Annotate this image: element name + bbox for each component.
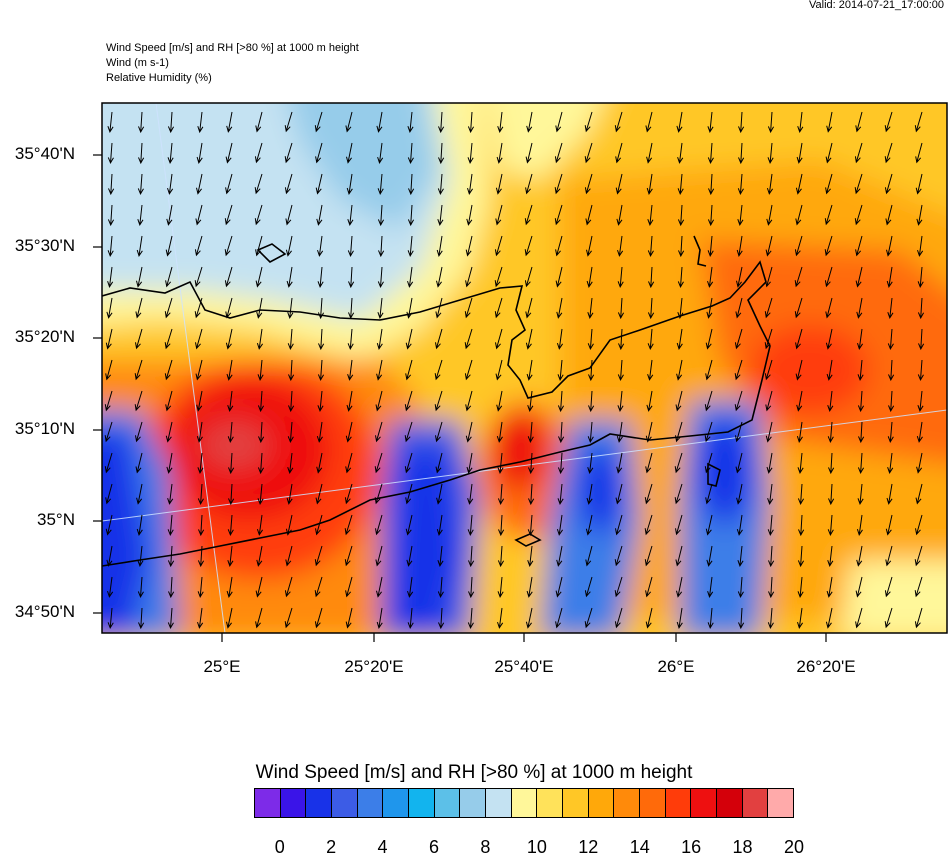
legend-swatch <box>255 789 281 817</box>
legend-swatch <box>743 789 769 817</box>
legend-swatch <box>486 789 512 817</box>
legend-swatch <box>717 789 743 817</box>
legend-tick-label: 2 <box>326 837 336 858</box>
legend-swatch <box>563 789 589 817</box>
lon-label: 26°E <box>657 657 694 677</box>
legend-swatch <box>614 789 640 817</box>
lat-label: 35°N <box>0 510 75 530</box>
lon-label: 25°20'E <box>344 657 403 677</box>
legend-swatch <box>358 789 384 817</box>
legend-swatch <box>691 789 717 817</box>
lat-label: 35°40'N <box>0 144 75 164</box>
legend-title: Wind Speed [m/s] and RH [>80 %] at 1000 … <box>0 762 948 784</box>
color-legend <box>254 788 794 818</box>
legend-swatch <box>666 789 692 817</box>
legend-tick-label: 14 <box>630 837 650 858</box>
legend-tick-label: 10 <box>527 837 547 858</box>
legend-tick-label: 6 <box>429 837 439 858</box>
lon-label: 26°20'E <box>796 657 855 677</box>
lon-label: 25°E <box>203 657 240 677</box>
legend-tick-label: 16 <box>681 837 701 858</box>
lat-label: 34°50'N <box>0 602 75 622</box>
legend-tick-label: 4 <box>378 837 388 858</box>
legend-swatch <box>589 789 615 817</box>
legend-swatch <box>512 789 538 817</box>
legend-tick-label: 20 <box>784 837 804 858</box>
legend-swatch <box>332 789 358 817</box>
lat-label: 35°20'N <box>0 327 75 347</box>
legend-tick-label: 18 <box>733 837 753 858</box>
legend-tick-label: 0 <box>275 837 285 858</box>
legend-swatch <box>460 789 486 817</box>
legend-swatch <box>640 789 666 817</box>
lat-label: 35°30'N <box>0 236 75 256</box>
legend-tick-label: 8 <box>480 837 490 858</box>
legend-tick-label: 12 <box>578 837 598 858</box>
legend-swatch <box>435 789 461 817</box>
legend-swatch <box>409 789 435 817</box>
legend-swatch <box>768 789 793 817</box>
legend-swatch <box>383 789 409 817</box>
legend-swatch <box>281 789 307 817</box>
lon-label: 25°40'E <box>494 657 553 677</box>
legend-swatch <box>306 789 332 817</box>
legend-swatch <box>537 789 563 817</box>
lat-label: 35°10'N <box>0 419 75 439</box>
